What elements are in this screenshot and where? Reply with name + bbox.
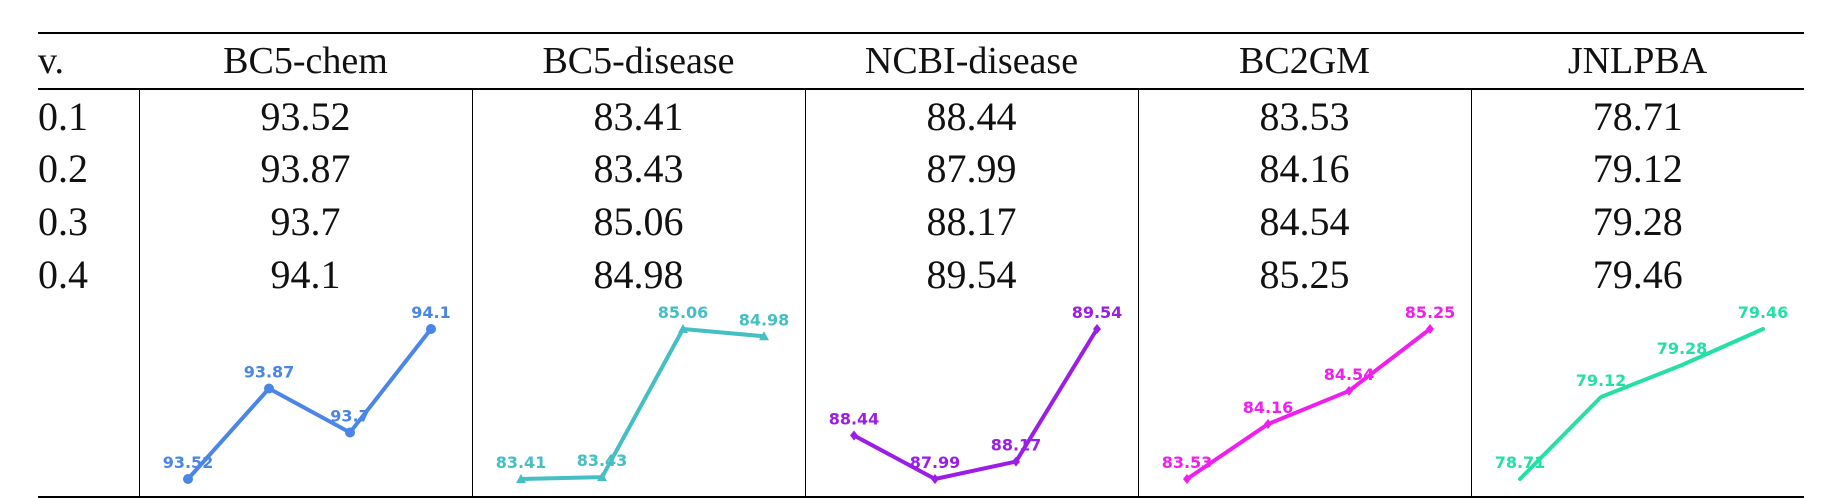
- header-bc5-disease: BC5-disease: [542, 40, 735, 82]
- data-label: 84.54: [1323, 365, 1374, 384]
- data-point: [758, 331, 769, 341]
- row-v-cell: 0.2: [38, 146, 88, 191]
- data-label: 83.43: [576, 451, 627, 470]
- table-cell: 93.87: [138, 142, 472, 195]
- table-cell: 84.98: [471, 248, 805, 301]
- data-point: [849, 430, 858, 441]
- data-point: [1092, 324, 1101, 334]
- table-cell: 78.71: [1470, 89, 1804, 142]
- sparkline-bc2gm: 83.53 84.16 84.54 85.25: [1161, 303, 1455, 484]
- series-line: [518, 327, 766, 481]
- sparkline-bc5-disease: 83.41 83.43 85.06 84.98: [495, 303, 789, 483]
- data-point: [1011, 456, 1020, 467]
- data-label: 87.99: [909, 453, 960, 472]
- data-point: [425, 324, 436, 334]
- sparkline-cell-bc5-chem: 93.52 93.87 93.7 94.1: [138, 301, 472, 497]
- data-point: [182, 474, 193, 484]
- sparkline-bc5-chem: 93.52 93.87 93.7 94.1: [162, 303, 450, 484]
- data-label: 85.25: [1404, 303, 1455, 322]
- data-point: [1182, 474, 1191, 484]
- data-point: [263, 383, 274, 394]
- row-v-cell: 0.4: [38, 252, 88, 297]
- series-line: [185, 327, 433, 481]
- data-point: [677, 324, 688, 333]
- table-cell: 83.43: [471, 142, 805, 195]
- data-point: [1425, 324, 1434, 334]
- table-row: 0.3 93.7 85.06 88.17 84.54 79.28: [38, 195, 1804, 248]
- table-cell: 85.25: [1137, 248, 1471, 301]
- table-cell: 79.46: [1470, 248, 1804, 301]
- table-cell: 87.99: [804, 142, 1138, 195]
- data-label: 79.12: [1575, 371, 1626, 390]
- header-bc5-chem: BC5-chem: [223, 40, 388, 82]
- data-label: 83.41: [495, 453, 546, 472]
- table-cell: 84.54: [1137, 195, 1471, 248]
- table-cell: 79.28: [1470, 195, 1804, 248]
- data-label: 84.16: [1242, 398, 1293, 417]
- table-row: 0.2 93.87 83.43 87.99 84.16 79.12: [38, 142, 1804, 195]
- table-cell: 88.17: [804, 195, 1138, 248]
- header-bc2gm: BC2GM: [1239, 40, 1370, 82]
- table-cell: 83.41: [471, 89, 805, 142]
- table-cell: 84.16: [1137, 142, 1471, 195]
- header-ncbi-disease: NCBI-disease: [864, 40, 1079, 82]
- data-label: 93.87: [243, 362, 294, 381]
- header-jnlpba: JNLPBA: [1567, 40, 1708, 82]
- sparkline-row: 93.52 93.87 93.7 94.1 83.41 83.43 85.06 84.98 …: [38, 301, 1804, 497]
- data-label: 93.52: [162, 453, 213, 472]
- data-label: 85.06: [657, 303, 708, 322]
- header-v: v.: [38, 40, 65, 82]
- sparkline-cell-ncbi-disease: 88.44 87.99 88.17 89.54: [804, 301, 1138, 497]
- table-cell: 83.53: [1137, 89, 1471, 142]
- table-cell: 93.7: [138, 195, 472, 248]
- table-cell: 93.52: [138, 89, 472, 142]
- data-point: [596, 472, 607, 482]
- table-cell: 79.12: [1470, 142, 1804, 195]
- data-point: [344, 427, 355, 438]
- data-label: 94.1: [411, 303, 450, 322]
- table-cell: 85.06: [471, 195, 805, 248]
- header-row: v. BC5-chem BC5-disease NCBI-disease BC2…: [38, 33, 1804, 89]
- data-label: 93.7: [330, 406, 369, 425]
- row-v-cell: 0.1: [38, 93, 88, 139]
- data-label: 79.46: [1737, 303, 1788, 322]
- data-label: 79.28: [1656, 339, 1707, 358]
- sparkline-spacer: [38, 301, 139, 497]
- data-label: 84.98: [738, 310, 789, 329]
- data-label: 88.17: [990, 436, 1041, 455]
- table-row: 0.4 94.1 84.98 89.54 85.25 79.46: [38, 248, 1804, 301]
- data-point: [1263, 419, 1272, 430]
- data-label: 78.71: [1494, 453, 1545, 472]
- data-point: [930, 474, 939, 484]
- series-line: [1517, 327, 1765, 481]
- data-point: [1344, 385, 1353, 396]
- table-row: 0.1 93.52 83.41 88.44 83.53 78.71: [38, 89, 1804, 142]
- data-label: 88.44: [828, 409, 879, 428]
- sparkline-cell-jnlpba: 78.71 79.12 79.28 79.46: [1470, 301, 1804, 497]
- results-table: v. BC5-chem BC5-disease NCBI-disease BC2…: [38, 32, 1804, 498]
- sparkline-cell-bc5-disease: 83.41 83.43 85.06 84.98: [471, 301, 805, 497]
- sparkline-cell-bc2gm: 83.53 84.16 84.54 85.25: [1137, 301, 1471, 497]
- series-line: [1184, 327, 1432, 481]
- data-label: 89.54: [1071, 303, 1122, 322]
- data-point: [515, 474, 526, 483]
- data-label: 83.53: [1161, 453, 1212, 472]
- table-cell: 89.54: [804, 248, 1138, 301]
- sparkline-ncbi-disease: 88.44 87.99 88.17 89.54: [828, 303, 1122, 484]
- row-v-cell: 0.3: [38, 199, 88, 244]
- series-line: [851, 327, 1099, 481]
- sparkline-jnlpba: 78.71 79.12 79.28 79.46: [1494, 303, 1788, 481]
- table-cell: 88.44: [804, 89, 1138, 142]
- table-cell: 94.1: [138, 248, 472, 301]
